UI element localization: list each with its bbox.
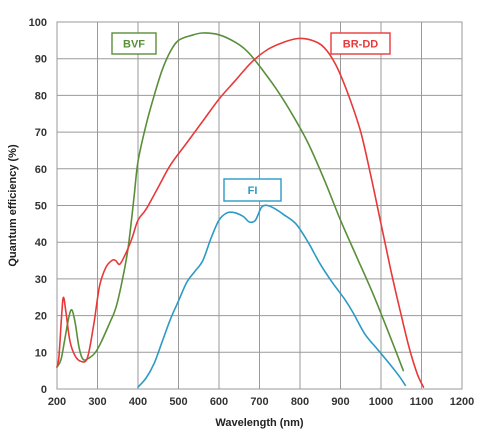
legend-label-br-dd: BR-DD (343, 39, 378, 51)
x-tick-label: 900 (331, 396, 349, 408)
y-tick-label: 0 (41, 384, 47, 396)
grid (56, 21, 463, 390)
x-tick-label: 500 (169, 396, 187, 408)
y-tick-label: 50 (35, 201, 47, 213)
y-tick-label: 90 (35, 54, 47, 66)
x-tick-label: 400 (129, 396, 147, 408)
x-tick-label: 600 (210, 396, 228, 408)
x-tick-label: 800 (291, 396, 309, 408)
x-tick-label: 1000 (369, 396, 393, 408)
y-tick-label: 30 (35, 274, 47, 286)
y-axis-label: Quantum efficiency (%) (7, 144, 19, 267)
x-tick-label: 1100 (410, 396, 434, 408)
y-tick-label: 70 (35, 127, 47, 139)
series-line-br-dd (56, 37, 425, 388)
legend-box-br-dd (330, 32, 391, 55)
y-tick-label: 80 (35, 90, 47, 102)
legend-label-bvf: BVF (123, 39, 145, 51)
y-tick-label: 60 (35, 164, 47, 176)
x-axis-label: Wavelength (nm) (215, 417, 304, 429)
legend: BVF BR-DD FI (111, 32, 391, 202)
y-tick-label: 10 (35, 347, 47, 359)
x-tick-label: 700 (250, 396, 268, 408)
series-line-bvf (56, 32, 405, 372)
legend-box-fi (223, 178, 282, 202)
y-tick-label: 20 (35, 311, 47, 323)
legend-label-fi: FI (248, 185, 258, 197)
x-tick-label: 300 (88, 396, 106, 408)
y-tick-label: 100 (29, 17, 47, 29)
series-line-fi (137, 204, 407, 388)
legend-box-bvf (111, 32, 157, 55)
series-lines (56, 32, 425, 388)
x-tick-label: 200 (48, 396, 66, 408)
x-tick-label: 1200 (450, 396, 474, 408)
tick-labels: 200 300 400 500 600 700 800 900 1000 1100 1200 0 10 2… (29, 17, 475, 408)
y-tick-label: 40 (35, 237, 47, 249)
